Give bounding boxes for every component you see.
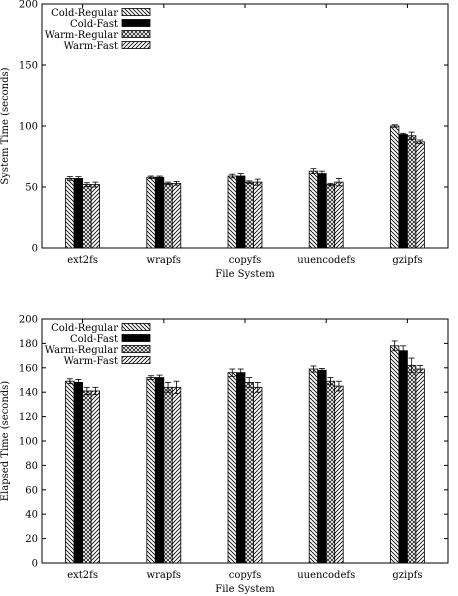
- bar-cold-regular: [389, 345, 400, 564]
- x-tick-label: uuencodefs: [297, 570, 355, 581]
- bar-cold-regular: [65, 380, 75, 564]
- bar-warm-regular: [163, 182, 173, 249]
- bar-cold-fast: [236, 372, 246, 564]
- x-tick-label: copyfs: [229, 255, 262, 266]
- legend-swatch: [121, 334, 151, 342]
- bar-warm-regular: [406, 135, 417, 249]
- bar-cold-regular: [146, 176, 156, 249]
- y-tick-label: 100: [19, 122, 38, 133]
- x-tick-label: ext2fs: [67, 255, 98, 266]
- bar-cold-fast: [236, 175, 246, 249]
- x-tick-label: gzipfs: [392, 255, 422, 266]
- x-tick-label: gzipfs: [392, 570, 422, 581]
- y-tick-label: 160: [19, 363, 38, 374]
- y-tick-label: 120: [19, 412, 38, 423]
- y-tick-label: 50: [25, 183, 38, 194]
- bar-warm-fast: [253, 181, 263, 249]
- legend-label: Warm-Fast: [64, 41, 118, 52]
- bar-warm-fast: [171, 386, 182, 564]
- bar-warm-fast: [415, 141, 425, 249]
- y-tick-label: 100: [19, 437, 38, 448]
- bar-warm-regular: [325, 184, 336, 249]
- bar-cold-regular: [227, 175, 237, 249]
- y-axis-title: System Time (seconds): [0, 67, 11, 184]
- x-tick-label: ext2fs: [67, 570, 98, 581]
- bar-warm-regular: [325, 380, 336, 564]
- bar-warm-fast: [90, 390, 100, 564]
- bar-warm-regular: [244, 181, 254, 249]
- legend-swatch: [121, 41, 151, 49]
- bar-cold-regular: [389, 125, 400, 249]
- legend-swatch: [121, 8, 151, 16]
- bar-cold-fast: [154, 176, 165, 249]
- y-tick-label: 200: [19, 315, 38, 326]
- legend-swatch: [121, 323, 151, 331]
- x-axis-title: File System: [215, 269, 275, 280]
- y-tick-label: 20: [25, 534, 38, 545]
- bar-warm-regular: [406, 364, 417, 564]
- bar-warm-fast: [171, 182, 182, 249]
- bar-cold-regular: [308, 368, 319, 564]
- y-axis-title: Elapsed Time (seconds): [0, 381, 11, 501]
- legend-swatch: [121, 345, 151, 353]
- elapsed-time-chart: 0 20 40 60 80 100 120 140 160 180 200 ext2fs wrapfs…: [0, 315, 449, 595]
- x-axis-title: File System: [215, 584, 275, 595]
- x-tick-label: uuencodefs: [297, 255, 355, 266]
- bar-warm-fast: [334, 181, 344, 249]
- bar-cold-regular: [146, 377, 156, 564]
- bar-cold-regular: [308, 170, 319, 249]
- x-tick-label: copyfs: [229, 570, 262, 581]
- legend-label: Warm-Fast: [64, 356, 118, 367]
- bar-warm-fast: [253, 386, 263, 564]
- bar-warm-fast: [415, 368, 425, 564]
- y-tick-label: 40: [25, 510, 38, 521]
- bar-cold-fast: [73, 382, 83, 564]
- bar-warm-fast: [334, 385, 344, 564]
- bar-warm-fast: [90, 184, 100, 249]
- y-tick-label: 60: [25, 485, 38, 496]
- legend-label: Cold-Fast: [70, 334, 118, 345]
- bar-cold-fast: [398, 134, 408, 249]
- y-tick-label: 150: [19, 61, 38, 72]
- y-tick-label: 200: [19, 0, 38, 11]
- legend: Cold-RegularCold-FastWarm-RegularWarm-Fa…: [45, 8, 151, 52]
- bar-cold-fast: [317, 369, 327, 564]
- bar-warm-regular: [82, 390, 92, 564]
- bar-warm-regular: [244, 382, 254, 564]
- legend-label: Cold-Regular: [51, 8, 118, 19]
- y-tick-label: 0: [32, 559, 38, 570]
- y-tick-label: 140: [19, 388, 38, 399]
- legend-label: Cold-Fast: [70, 19, 118, 30]
- y-tick-label: 0: [32, 244, 38, 255]
- system-time-chart: 0 50 100 150 200 ext2fs wrapfs copyfs uuencodef…: [0, 0, 449, 280]
- bar-cold-regular: [65, 178, 75, 249]
- bar-warm-regular: [163, 386, 173, 564]
- legend-label: Cold-Regular: [51, 323, 118, 334]
- bar-cold-fast: [73, 178, 83, 249]
- legend-swatch: [121, 19, 151, 27]
- bar-cold-fast: [317, 173, 327, 249]
- x-tick-label: wrapfs: [147, 255, 182, 266]
- legend-swatch: [121, 30, 151, 38]
- x-tick-label: wrapfs: [147, 570, 182, 581]
- y-tick-label: 80: [25, 461, 38, 472]
- bar-cold-fast: [398, 350, 408, 564]
- y-tick-label: 180: [19, 339, 38, 350]
- legend-label: Warm-Regular: [45, 345, 118, 356]
- bar-warm-regular: [82, 184, 92, 249]
- legend-label: Warm-Regular: [45, 30, 118, 41]
- bar-cold-fast: [154, 377, 165, 564]
- legend-swatch: [121, 356, 151, 364]
- legend: Cold-RegularCold-FastWarm-RegularWarm-Fa…: [45, 323, 151, 367]
- bar-cold-regular: [227, 372, 237, 564]
